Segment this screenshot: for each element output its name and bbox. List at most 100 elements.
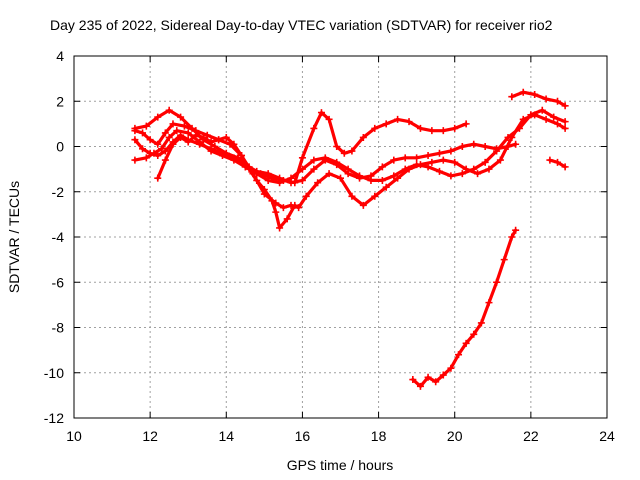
- data-point: [131, 136, 139, 144]
- data-point: [146, 149, 154, 157]
- data-point: [310, 165, 318, 173]
- data-point: [264, 170, 272, 178]
- data-point: [298, 154, 306, 162]
- data-point: [554, 120, 562, 128]
- data-point: [382, 183, 390, 191]
- data-point: [428, 158, 436, 166]
- data-point: [485, 299, 493, 307]
- data-point: [310, 156, 318, 164]
- series-sat-d: [131, 106, 569, 187]
- data-point: [519, 88, 527, 96]
- data-point: [139, 129, 147, 137]
- data-point: [158, 145, 166, 153]
- data-point: [458, 143, 466, 150]
- data-point: [314, 179, 322, 187]
- data-point: [340, 149, 348, 157]
- data-point: [139, 145, 147, 153]
- data-point: [447, 364, 455, 372]
- data-point: [359, 201, 367, 209]
- data-point: [538, 106, 546, 114]
- data-point: [554, 97, 562, 105]
- data-point: [508, 233, 516, 241]
- y-tick-label: -10: [44, 365, 64, 381]
- x-tick-label: 22: [523, 428, 539, 444]
- data-point: [561, 102, 569, 110]
- data-point: [493, 278, 501, 286]
- data-point: [504, 133, 512, 141]
- data-point: [413, 161, 421, 169]
- data-series: [131, 88, 569, 390]
- data-point: [291, 201, 299, 209]
- data-point: [561, 124, 569, 132]
- data-point: [142, 154, 150, 162]
- data-point: [321, 154, 329, 162]
- data-point: [317, 109, 325, 117]
- data-point: [173, 127, 181, 135]
- data-point: [253, 176, 261, 184]
- data-point: [298, 176, 306, 184]
- data-point: [394, 115, 402, 123]
- data-point: [222, 133, 230, 141]
- data-point: [215, 136, 223, 144]
- data-point: [356, 172, 364, 180]
- data-point: [295, 204, 303, 212]
- data-point: [394, 174, 402, 182]
- data-point: [276, 179, 284, 187]
- x-tick-label: 10: [66, 428, 82, 444]
- grid-lines: [74, 56, 607, 418]
- data-point: [325, 170, 333, 178]
- y-tick-label: -2: [52, 184, 65, 200]
- data-point: [470, 330, 478, 338]
- data-point: [424, 152, 432, 160]
- data-point: [207, 138, 215, 146]
- data-point: [146, 136, 154, 144]
- data-point: [169, 120, 177, 128]
- data-point: [561, 118, 569, 126]
- data-point: [177, 133, 185, 141]
- data-point: [474, 170, 482, 178]
- y-tick-label: -4: [52, 229, 65, 245]
- x-tick-label: 18: [371, 428, 387, 444]
- data-point: [279, 204, 287, 212]
- data-point: [196, 140, 204, 148]
- data-point: [413, 154, 421, 162]
- data-point: [276, 224, 284, 232]
- data-point: [348, 147, 356, 155]
- data-point: [409, 376, 417, 384]
- data-point: [192, 131, 200, 139]
- data-point: [546, 156, 554, 164]
- data-point: [184, 138, 192, 146]
- chart-title: Day 235 of 2022, Sidereal Day-to-day VTE…: [50, 17, 553, 33]
- data-point: [470, 140, 478, 148]
- data-point: [554, 158, 562, 166]
- data-point: [333, 158, 341, 166]
- data-point: [218, 149, 226, 157]
- data-point: [298, 165, 306, 173]
- data-point: [447, 147, 455, 155]
- data-point: [527, 111, 535, 119]
- data-point: [493, 147, 501, 155]
- y-tick-label: 0: [56, 139, 64, 155]
- data-point: [287, 174, 295, 182]
- y-tick-label: -12: [44, 410, 64, 426]
- data-point: [428, 127, 436, 135]
- data-point: [470, 165, 478, 173]
- data-point: [405, 118, 413, 126]
- data-point: [154, 152, 162, 160]
- data-point: [462, 339, 470, 347]
- data-point: [161, 156, 169, 164]
- data-point: [230, 140, 238, 148]
- data-point: [439, 156, 447, 164]
- data-point: [382, 120, 390, 128]
- data-point: [161, 147, 169, 155]
- data-point: [131, 156, 139, 164]
- data-point: [283, 215, 291, 223]
- data-point: [154, 113, 162, 121]
- data-point: [199, 133, 207, 141]
- data-point: [477, 319, 485, 327]
- data-point: [268, 197, 276, 205]
- data-point: [333, 143, 341, 150]
- data-point: [337, 174, 344, 182]
- data-point: [325, 115, 333, 123]
